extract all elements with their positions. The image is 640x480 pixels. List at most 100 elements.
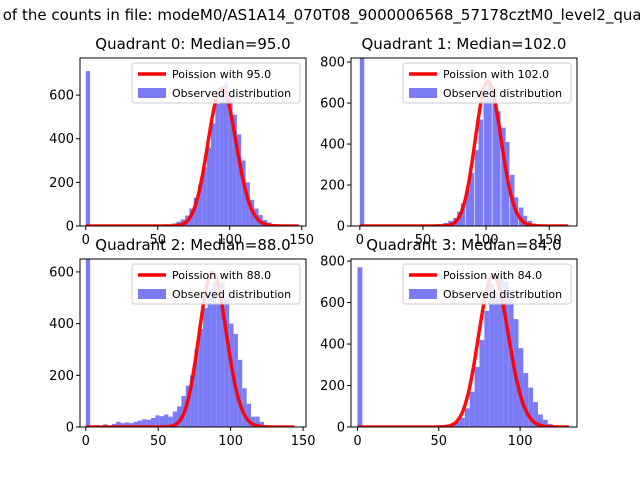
hist-bar xyxy=(483,92,488,226)
hist-bar xyxy=(255,416,260,427)
legend-bar-swatch xyxy=(409,88,437,98)
hist-bar xyxy=(177,406,182,427)
y-tick-label: 800 xyxy=(320,255,345,270)
hist-bar xyxy=(474,366,480,427)
hist-bar xyxy=(155,415,160,427)
x-tick-label: 0 xyxy=(353,434,361,449)
hist-bar xyxy=(455,421,460,427)
hist-bar xyxy=(245,182,250,226)
hist-bar xyxy=(206,147,211,226)
hist-bar xyxy=(159,416,165,427)
hist-bar xyxy=(501,127,506,226)
legend-bar-swatch xyxy=(138,88,166,98)
legend-label-poisson: Poission with 84.0 xyxy=(443,269,542,282)
legend-bar-swatch xyxy=(138,289,166,299)
hist-bar xyxy=(219,86,224,226)
poisson-curve xyxy=(84,270,296,427)
y-tick-label: 600 xyxy=(320,97,345,112)
subplot-title: Quadrant 2: Median=88.0 xyxy=(95,236,290,254)
hist-bar xyxy=(220,282,225,427)
hist-bar xyxy=(489,283,495,427)
legend-label-poisson: Poission with 95.0 xyxy=(172,68,271,81)
hist-bar xyxy=(124,422,130,427)
hist-bar xyxy=(503,281,509,427)
hist-bar xyxy=(478,119,483,226)
axes-frame xyxy=(79,57,307,227)
poisson-curve xyxy=(84,86,300,226)
legend xyxy=(402,62,572,104)
hist-bar xyxy=(498,275,504,427)
hist-bar xyxy=(496,111,501,226)
hist-bar xyxy=(542,419,548,427)
x-tick-label: 100 xyxy=(217,233,242,248)
hist-bar xyxy=(193,197,199,226)
x-tick-label: 0 xyxy=(356,233,364,248)
legend-label-observed: Observed distribution xyxy=(443,87,562,100)
figure-title: Histograms of the counts in file: modeM0… xyxy=(0,6,640,25)
axes-frame xyxy=(79,258,307,428)
y-tick-label: 0 xyxy=(66,220,74,235)
hist-bar xyxy=(474,150,480,226)
plot-area xyxy=(356,267,570,427)
x-tick-label: 50 xyxy=(149,233,166,248)
legend-label-observed: Observed distribution xyxy=(172,87,291,100)
subplot-3: 0 50 100 0 200 400 600 800 Quadrant 3: Median=84… xyxy=(320,236,578,449)
hist-bar xyxy=(494,294,499,427)
legend xyxy=(402,263,572,305)
hist-bar xyxy=(232,114,237,226)
hist-bar xyxy=(203,308,208,427)
hist-bar xyxy=(194,349,199,427)
hist-bar xyxy=(85,71,91,226)
axes-frame xyxy=(350,57,578,227)
hist-bar xyxy=(241,160,246,226)
hist-bar xyxy=(164,414,169,427)
hist-bar xyxy=(133,421,138,427)
y-tick-label: 600 xyxy=(320,296,345,311)
x-tick-label: 150 xyxy=(289,233,314,248)
x-tick-label: 0 xyxy=(82,434,90,449)
subplot-title: Quadrant 3: Median=84.0 xyxy=(366,236,561,254)
hist-bar xyxy=(484,310,490,427)
hist-bar xyxy=(250,416,256,427)
hist-bar xyxy=(198,184,203,226)
hist-bar xyxy=(142,419,147,427)
y-tick-label: 0 xyxy=(337,421,345,436)
subplot-grid: 0 50 100 150 0 200 400 600 Quadrant 0: Median=95… xyxy=(49,35,578,449)
hist-bar xyxy=(172,411,178,427)
legend-bar-swatch xyxy=(409,289,437,299)
hist-bar xyxy=(216,302,221,427)
x-tick-label: 150 xyxy=(537,233,562,248)
y-tick-label: 400 xyxy=(49,317,74,332)
plot-area xyxy=(84,259,296,427)
hist-bar xyxy=(465,191,471,226)
hist-bar xyxy=(492,86,497,226)
x-tick-label: 50 xyxy=(431,434,448,449)
hist-bar xyxy=(518,348,524,427)
hist-bar xyxy=(215,103,220,226)
hist-bar xyxy=(242,388,247,427)
hist-bar xyxy=(146,419,151,427)
y-tick-label: 400 xyxy=(320,138,345,153)
y-tick-label: 200 xyxy=(320,379,345,394)
x-tick-label: 50 xyxy=(150,434,167,449)
poisson-curve xyxy=(356,273,570,427)
hist-bar xyxy=(469,172,475,226)
y-tick-label: 0 xyxy=(337,220,345,235)
hist-bar xyxy=(528,387,534,427)
subplot-2: 0 50 100 150 0 200 400 600 Quadrant 2: Median=88… xyxy=(49,236,315,449)
plot-area xyxy=(358,58,570,226)
hist-bar xyxy=(211,282,217,427)
hist-bar xyxy=(469,391,475,427)
x-tick-label: 0 xyxy=(82,233,90,248)
hist-bar xyxy=(116,421,121,427)
plot-area xyxy=(84,71,300,226)
x-tick-label: 150 xyxy=(291,434,316,449)
hist-bar xyxy=(464,408,470,427)
hist-bar xyxy=(487,82,492,226)
hist-bar xyxy=(120,423,125,427)
x-tick-label: 50 xyxy=(415,233,432,248)
x-tick-label: 100 xyxy=(474,233,499,248)
hist-bar xyxy=(223,84,229,226)
hist-bar xyxy=(508,298,514,427)
